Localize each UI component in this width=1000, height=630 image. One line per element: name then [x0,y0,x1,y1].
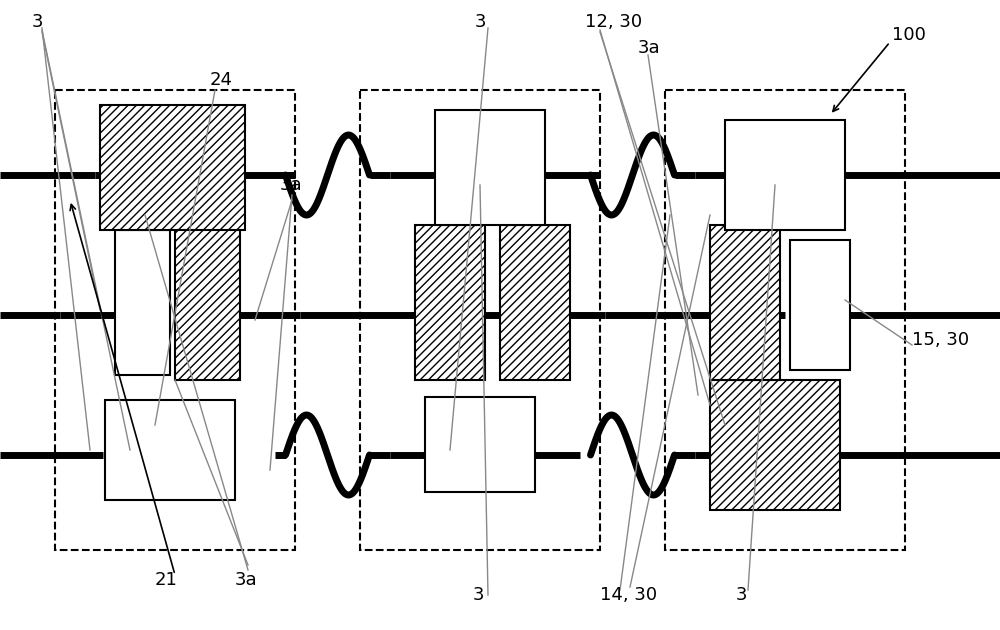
Bar [175,225,240,380]
Bar [435,110,545,225]
Bar [100,105,245,230]
Text: 3: 3 [32,13,44,31]
Bar [500,225,570,380]
Bar [415,225,485,380]
Bar [710,380,840,510]
Bar [55,90,295,550]
Text: 3a: 3a [638,39,661,57]
Text: 24: 24 [210,71,233,89]
Text: 15, 30: 15, 30 [912,331,969,349]
Bar [725,120,845,230]
Text: 3a: 3a [235,571,258,589]
Bar [790,240,850,370]
Text: 21: 21 [155,571,178,589]
Bar [360,90,600,550]
Bar [710,225,780,380]
Text: 100: 100 [892,26,926,44]
Text: 3a: 3a [280,176,303,194]
Bar [115,230,170,375]
Text: 3: 3 [473,586,484,604]
Bar [105,400,235,500]
Text: 3: 3 [736,586,748,604]
Text: 3: 3 [475,13,486,31]
Text: 14, 30: 14, 30 [600,586,657,604]
Bar [425,397,535,492]
Bar [665,90,905,550]
Text: 12, 30: 12, 30 [585,13,642,31]
